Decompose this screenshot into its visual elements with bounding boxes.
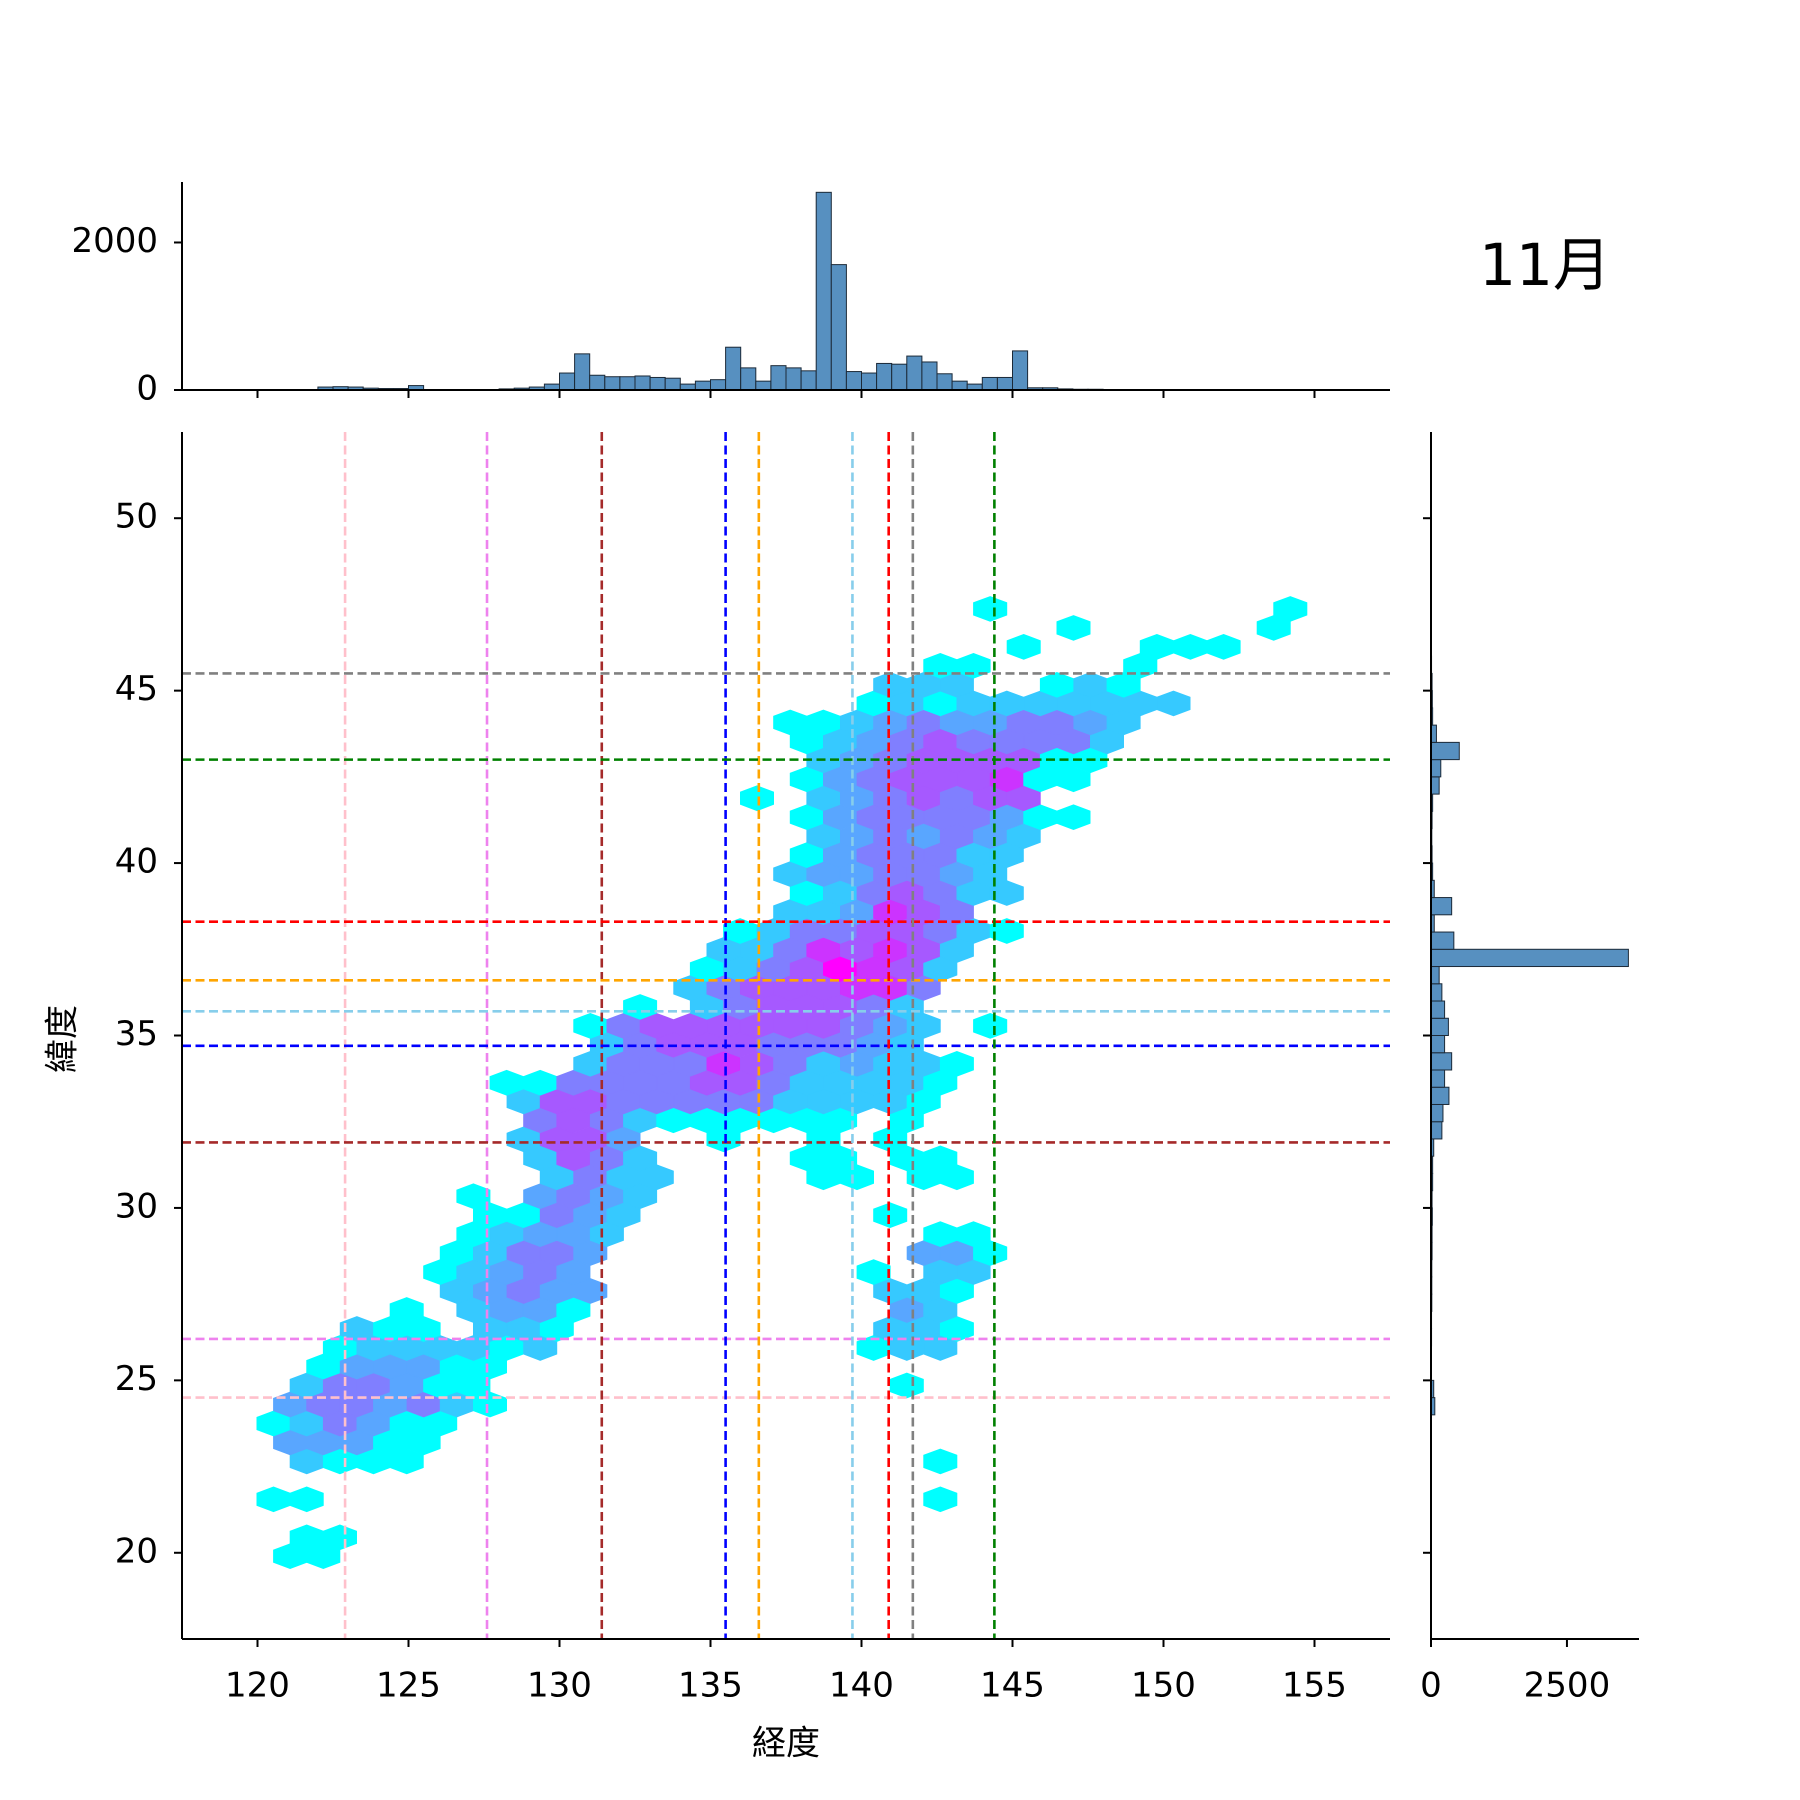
histogram-bar (589, 374, 606, 391)
hex-cell (973, 1012, 1008, 1039)
histogram-bar (845, 371, 863, 391)
x-tick-label: 120 (225, 1666, 290, 1706)
histogram-bar (1430, 1035, 1446, 1054)
hex-cell (923, 1448, 958, 1475)
hex-cell (1056, 804, 1091, 831)
histogram-bar (710, 379, 727, 391)
x-tick-label: 130 (527, 1666, 592, 1706)
histogram-bar (740, 367, 757, 391)
histogram-bar (725, 346, 742, 391)
hex-cell (1056, 615, 1091, 641)
hex-cell (322, 1524, 358, 1551)
x-axis-label: 経度 (752, 1724, 820, 1764)
hex-cell (923, 1145, 958, 1172)
histogram-bar (1430, 966, 1440, 985)
hex-cell (989, 918, 1024, 944)
y-tick-label: 50 (115, 497, 158, 537)
histogram-bar (921, 361, 938, 391)
hex-cell (856, 1259, 891, 1285)
hex-cell (1173, 633, 1208, 660)
hex-cell (973, 596, 1008, 622)
histogram-bar (936, 373, 953, 391)
y-tick-label: 2000 (71, 221, 158, 261)
histogram-bar (951, 380, 968, 391)
hex-cell (923, 1486, 958, 1513)
histogram-bar (981, 376, 998, 391)
histogram-bar (830, 264, 847, 391)
histogram-bar (1430, 759, 1442, 778)
histogram-bar (1430, 897, 1453, 916)
y-tick-label: 45 (115, 669, 158, 709)
histogram-bar (664, 377, 681, 391)
histogram-bar (1430, 1121, 1443, 1140)
hex-cell (623, 994, 658, 1020)
histogram-bar (876, 362, 893, 391)
histogram-bar (891, 363, 908, 391)
hex-cell (389, 1297, 424, 1323)
histogram-bar (1430, 741, 1460, 761)
x-tick-label: 140 (829, 1666, 894, 1706)
x-tick-label: 0 (1420, 1666, 1442, 1706)
y-tick-label: 30 (115, 1186, 158, 1226)
histogram-bar (1430, 1086, 1450, 1105)
histogram-bar (1430, 983, 1443, 1002)
chart-title: 11月 (1479, 231, 1611, 299)
histogram-bar (649, 376, 666, 391)
histogram-bar (634, 375, 651, 391)
y-tick-label: 25 (115, 1359, 158, 1399)
histogram-bar (906, 355, 923, 391)
y-tick-label: 40 (115, 842, 158, 882)
x-tick-label: 135 (678, 1666, 743, 1706)
hex-cell (289, 1486, 324, 1513)
hex-cell (256, 1486, 291, 1513)
histogram-bar (785, 367, 802, 391)
x-tick-label: 125 (376, 1666, 441, 1706)
histogram-bar (1430, 1069, 1446, 1088)
histogram-bar (1012, 350, 1029, 391)
y-tick-label: 0 (136, 369, 158, 409)
histogram-bar (755, 380, 772, 391)
hex-cell (956, 652, 991, 679)
histogram-bar (694, 380, 712, 391)
hex-cell (873, 1202, 908, 1229)
histogram-bar (619, 376, 636, 391)
histogram-bar (800, 370, 817, 391)
hex-cell (1156, 690, 1191, 717)
histogram-bar (1430, 948, 1629, 968)
hex-cell (1006, 633, 1041, 660)
histogram-bar (770, 365, 787, 391)
histogram-bar (996, 376, 1014, 391)
histogram-bar (815, 191, 832, 391)
histogram-bar (604, 376, 621, 391)
x-tick-label: 150 (1131, 1666, 1196, 1706)
hex-cell (1273, 596, 1308, 622)
y-axis-label: 緯度 (43, 1005, 83, 1073)
hex-cell (456, 1183, 491, 1210)
x-tick-label: 155 (1282, 1666, 1347, 1706)
x-tick-label: 145 (980, 1666, 1045, 1706)
hex-cell (939, 1050, 974, 1077)
hex-cell (1206, 633, 1241, 660)
histogram-bar (1430, 1000, 1446, 1019)
hex-cell (740, 785, 774, 812)
hex-cell (889, 1372, 924, 1399)
histogram-bar (1430, 776, 1440, 795)
x-tick-label: 2500 (1524, 1666, 1611, 1706)
y-tick-label: 20 (115, 1531, 158, 1571)
histogram-bar (574, 353, 591, 391)
y-tick-label: 35 (115, 1014, 158, 1054)
histogram-bar (1430, 1017, 1449, 1036)
hex-cell (406, 1316, 441, 1342)
histogram-bar (559, 372, 576, 391)
histogram-bar (1430, 1103, 1444, 1123)
histogram-bar (1430, 1052, 1453, 1071)
histogram-bar (1430, 931, 1455, 950)
histogram-bar (861, 372, 878, 391)
hex-cell (956, 1221, 991, 1248)
